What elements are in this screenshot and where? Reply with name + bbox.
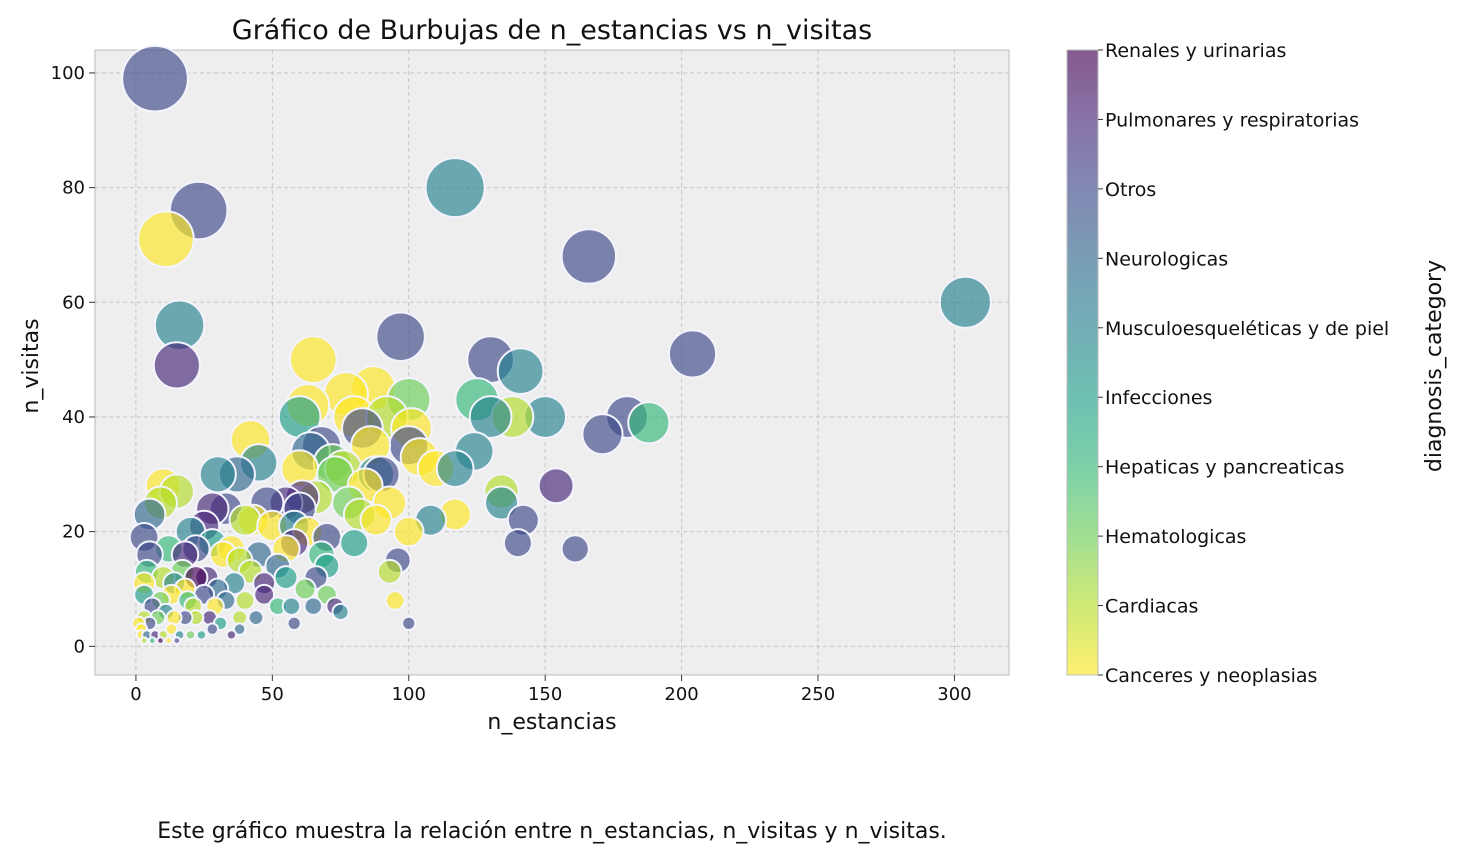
colorbar-label: diagnosis_category xyxy=(1422,260,1447,472)
chart-title: Gráfico de Burbujas de n_estancias vs n_… xyxy=(232,15,872,46)
bubble xyxy=(172,636,182,645)
colorbar-tick-label: Hematologicas xyxy=(1105,526,1246,548)
bubble xyxy=(164,622,179,636)
bubble xyxy=(165,609,183,627)
bubble xyxy=(195,629,208,641)
colorbar-ticks: Canceres y neoplasias Cardiacas Hematologi… xyxy=(1098,40,1389,687)
colorbar-tick-label: Hepaticas y pancreaticas xyxy=(1105,457,1344,479)
y-axis-label: n_visitas xyxy=(19,318,44,413)
bubble xyxy=(424,157,486,219)
bubble xyxy=(560,534,590,564)
bubble xyxy=(232,622,247,636)
y-tick-label: 80 xyxy=(62,178,85,199)
x-axis-label: n_estancias xyxy=(487,710,616,735)
bubble xyxy=(234,590,256,611)
bubble xyxy=(331,602,350,622)
x-tick-label: 50 xyxy=(261,684,284,705)
bubble xyxy=(502,528,533,559)
bubble xyxy=(376,558,403,585)
colorbar-tick-label: Pulmonares y respiratorias xyxy=(1105,109,1359,131)
y-tick-label: 40 xyxy=(62,407,85,428)
y-tick-label: 100 xyxy=(51,63,85,84)
bubbles-layer xyxy=(121,44,992,645)
bubble xyxy=(281,596,302,616)
bubble xyxy=(253,583,276,606)
bubble xyxy=(139,636,149,645)
bubble xyxy=(121,44,189,113)
bubble xyxy=(205,622,220,636)
x-axis: 0 50 100 150 200 250 300 xyxy=(130,675,972,705)
bubble xyxy=(581,413,624,456)
bubble xyxy=(938,275,992,329)
bubble xyxy=(164,636,173,645)
bubble xyxy=(401,615,417,631)
y-axis: 0 20 40 60 80 100 xyxy=(51,63,95,657)
bubble xyxy=(288,335,338,384)
chart-caption: Este gráfico muestra la relación entre n… xyxy=(157,819,947,844)
x-tick-label: 100 xyxy=(392,684,426,705)
bubble xyxy=(359,503,393,537)
bubble xyxy=(286,615,302,631)
bubble xyxy=(225,629,238,641)
bubble xyxy=(137,210,195,269)
bubble xyxy=(393,515,425,548)
bubble xyxy=(228,503,262,537)
y-tick-label: 20 xyxy=(62,522,85,543)
bubble xyxy=(303,596,323,616)
bubble xyxy=(184,629,197,641)
x-tick-label: 200 xyxy=(664,684,698,705)
colorbar-tick-label: Musculoesqueléticas y de piel xyxy=(1105,318,1389,340)
bubble xyxy=(156,636,165,645)
colorbar-tick-label: Infecciones xyxy=(1105,387,1212,409)
bubble xyxy=(273,565,299,590)
bubble xyxy=(247,609,265,627)
x-tick-label: 300 xyxy=(937,684,971,705)
bubble xyxy=(147,636,157,645)
y-tick-label: 0 xyxy=(74,636,85,657)
bubble xyxy=(293,577,317,601)
bubble xyxy=(435,449,475,488)
y-tick-label: 60 xyxy=(62,292,85,313)
bubble xyxy=(667,329,718,379)
bubble xyxy=(152,341,201,390)
bubble xyxy=(375,311,426,362)
bubble xyxy=(198,455,237,494)
x-tick-label: 0 xyxy=(130,684,141,705)
bubble xyxy=(339,528,370,559)
colorbar-tick-label: Canceres y neoplasias xyxy=(1105,665,1317,687)
bubble xyxy=(560,228,618,285)
x-tick-label: 250 xyxy=(801,684,835,705)
colorbar xyxy=(1066,49,1099,676)
bubble xyxy=(537,467,575,505)
colorbar-tick-label: Renales y urinarias xyxy=(1105,40,1286,62)
bubble xyxy=(468,395,513,439)
colorbar-tick-label: Cardiacas xyxy=(1105,596,1198,618)
bubble xyxy=(627,401,671,445)
bubble xyxy=(496,347,545,395)
colorbar-tick-label: Neurologicas xyxy=(1105,248,1228,270)
colorbar-tick-label: Otros xyxy=(1105,179,1156,201)
x-tick-label: 150 xyxy=(528,684,562,705)
bubble xyxy=(384,590,406,611)
